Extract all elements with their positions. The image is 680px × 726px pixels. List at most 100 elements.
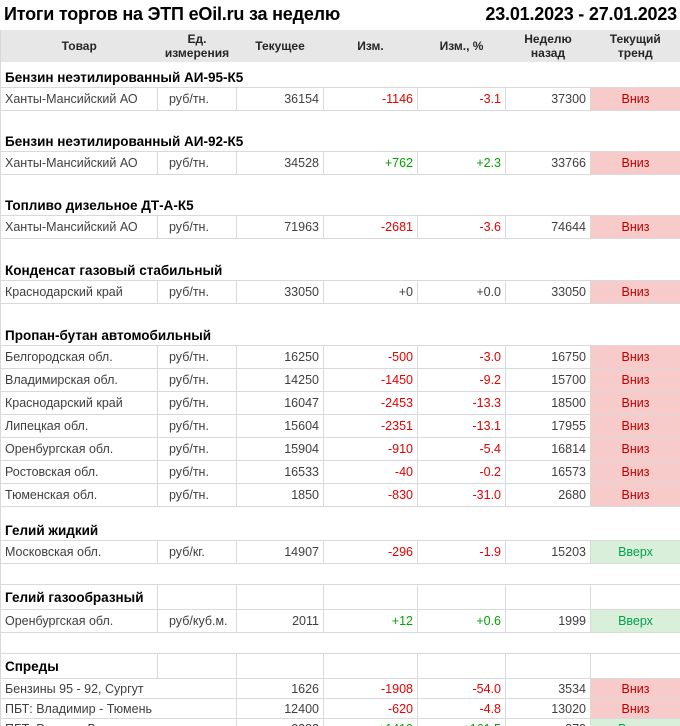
col-header-product: Товар — [0, 30, 158, 62]
table-row: Оренбургская обл. руб/куб.м. 2011 +12 +0… — [0, 609, 680, 633]
trend-badge: Вниз — [590, 151, 680, 175]
section-header-lpg: Пропан-бутан автомобильный — [1, 326, 680, 346]
table-row: Ханты-Мансийский АО руб/тн. 34528 +762 +… — [0, 151, 680, 175]
current-cell: 16047 — [236, 391, 324, 415]
change-pct-cell: +0.6 — [417, 609, 506, 633]
current-cell: 15604 — [236, 414, 324, 438]
current-cell: 1626 — [236, 678, 324, 699]
spacer-row — [1, 239, 680, 262]
current-cell: 1850 — [236, 483, 324, 507]
unit-cell: руб/тн. — [157, 215, 237, 239]
week-ago-cell: 37300 — [505, 87, 591, 111]
table-row: Ростовская обл. руб/тн. 16533 -40 -0.2 1… — [0, 460, 680, 484]
trend-badge: Вниз — [590, 391, 680, 415]
product-cell: Оренбургская обл. — [0, 437, 158, 461]
current-cell: 71963 — [236, 215, 324, 239]
product-cell: Ханты-Мансийский АО — [0, 151, 158, 175]
date-range: 23.01.2023 - 27.01.2023 — [485, 4, 677, 24]
product-cell: Бензины 95 - 92, Сургут — [0, 678, 237, 699]
table-row: Краснодарский край руб/тн. 16047 -2453 -… — [0, 391, 680, 415]
table-row: Тюменская обл. руб/тн. 1850 -830 -31.0 2… — [0, 483, 680, 507]
unit-cell: руб/тн. — [157, 87, 237, 111]
section-title: Пропан-бутан автомобильный — [5, 328, 212, 343]
table-row: ПБТ: Владимир - Тюмень 12400 -620 -4.8 1… — [0, 698, 680, 719]
section-header-spreads: Спреды — [0, 653, 680, 679]
unit-cell: руб/кг. — [157, 540, 237, 564]
section-header-helium-liquid: Гелий жидкий — [1, 521, 680, 541]
trend-badge: Вниз — [590, 437, 680, 461]
change-pct-cell: -13.1 — [417, 414, 506, 438]
empty-cell — [157, 584, 237, 610]
unit-cell: руб/тн. — [157, 151, 237, 175]
product-cell: Краснодарский край — [0, 391, 158, 415]
change-pct-cell: -5.4 — [417, 437, 506, 461]
change-cell: -910 — [323, 437, 418, 461]
product-cell: Ханты-Мансийский АО — [0, 87, 158, 111]
week-ago-cell: 33050 — [505, 280, 591, 304]
col-header-change-pct: Изм., % — [417, 30, 506, 62]
current-cell: 33050 — [236, 280, 324, 304]
section-header-diesel: Топливо дизельное ДТ-А-К5 — [1, 196, 680, 216]
change-cell: -1908 — [323, 678, 418, 699]
week-ago-cell: 16750 — [505, 345, 591, 369]
change-cell: -2351 — [323, 414, 418, 438]
empty-cell — [505, 653, 591, 679]
change-cell: +0 — [323, 280, 418, 304]
change-pct-cell: +0.0 — [417, 280, 506, 304]
week-ago-cell: 1999 — [505, 609, 591, 633]
page-title: Итоги торгов на ЭТП eOil.ru за неделю — [4, 4, 341, 24]
trend-badge: Вниз — [590, 345, 680, 369]
col-header-trend: Текущий тренд — [590, 30, 680, 62]
week-ago-cell: 13020 — [505, 698, 591, 719]
trend-badge: Вниз — [590, 215, 680, 239]
current-cell: 36154 — [236, 87, 324, 111]
trend-badge: Вниз — [590, 87, 680, 111]
section-title: Конденсат газовый стабильный — [5, 263, 223, 278]
col-header-change: Изм. — [323, 30, 418, 62]
spacer-row — [1, 304, 680, 327]
change-cell: +1410 — [323, 718, 418, 726]
trend-badge: Вниз — [590, 483, 680, 507]
table-row: Оренбургская обл. руб/тн. 15904 -910 -5.… — [0, 437, 680, 461]
change-cell: -296 — [323, 540, 418, 564]
table-row: Ханты-Мансийский АО руб/тн. 71963 -2681 … — [0, 215, 680, 239]
change-pct-cell: -1.9 — [417, 540, 506, 564]
change-pct-cell: -13.3 — [417, 391, 506, 415]
change-cell: -500 — [323, 345, 418, 369]
section-title: Спреды — [0, 653, 158, 679]
section-title: Бензин неэтилированный АИ-95-К5 — [5, 70, 244, 85]
change-pct-cell: -4.8 — [417, 698, 506, 719]
empty-cell — [505, 584, 591, 610]
spacer-row — [1, 564, 680, 585]
unit-cell: руб/тн. — [157, 460, 237, 484]
col-header-week-ago: Неделю назад — [505, 30, 591, 62]
table-row: ПБТ: Ростов - Владимир 2283 +1410 +161.5… — [0, 718, 680, 726]
col-header-current: Текущее — [236, 30, 324, 62]
unit-cell: руб/тн. — [157, 391, 237, 415]
product-cell: Белгородская обл. — [0, 345, 158, 369]
section-title: Гелий газообразный — [0, 584, 158, 610]
section-title: Бензин неэтилированный АИ-92-К5 — [5, 134, 244, 149]
section-header-condensate: Конденсат газовый стабильный — [1, 261, 680, 281]
change-pct-cell: -3.1 — [417, 87, 506, 111]
week-ago-cell: 16573 — [505, 460, 591, 484]
section-title: Топливо дизельное ДТ-А-К5 — [5, 198, 194, 213]
week-ago-cell: 15700 — [505, 368, 591, 392]
trend-badge: Вверх — [590, 609, 680, 633]
unit-cell: руб/куб.м. — [157, 609, 237, 633]
week-ago-cell: 3534 — [505, 678, 591, 699]
change-cell: -830 — [323, 483, 418, 507]
current-cell: 16250 — [236, 345, 324, 369]
change-cell: -620 — [323, 698, 418, 719]
trend-badge: Вниз — [590, 280, 680, 304]
spacer-row — [1, 111, 680, 133]
table-row: Бензины 95 - 92, Сургут 1626 -1908 -54.0… — [0, 678, 680, 699]
change-cell: -2681 — [323, 215, 418, 239]
current-cell: 14250 — [236, 368, 324, 392]
change-cell: -40 — [323, 460, 418, 484]
week-ago-cell: 15203 — [505, 540, 591, 564]
change-cell: -1146 — [323, 87, 418, 111]
change-pct-cell: -3.6 — [417, 215, 506, 239]
empty-cell — [323, 653, 418, 679]
empty-cell — [323, 584, 418, 610]
